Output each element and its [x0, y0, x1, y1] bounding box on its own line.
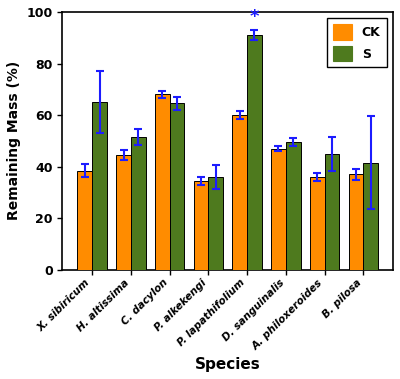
Bar — [208, 177, 223, 270]
Bar — [194, 181, 208, 270]
X-axis label: Species: Species — [195, 357, 261, 372]
Text: *: * — [250, 8, 259, 26]
Bar — [324, 154, 339, 270]
Bar — [310, 177, 324, 270]
Bar — [155, 94, 170, 270]
Bar — [286, 142, 300, 270]
Bar — [170, 103, 184, 270]
Y-axis label: Remaining Mass (%): Remaining Mass (%) — [7, 61, 21, 221]
Bar — [92, 102, 107, 270]
Bar — [232, 115, 247, 270]
Bar — [78, 171, 92, 270]
Bar — [116, 155, 131, 270]
Legend: CK, S: CK, S — [327, 18, 387, 67]
Bar — [247, 35, 262, 270]
Bar — [271, 149, 286, 270]
Bar — [363, 163, 378, 270]
Bar — [131, 137, 146, 270]
Bar — [348, 174, 363, 270]
